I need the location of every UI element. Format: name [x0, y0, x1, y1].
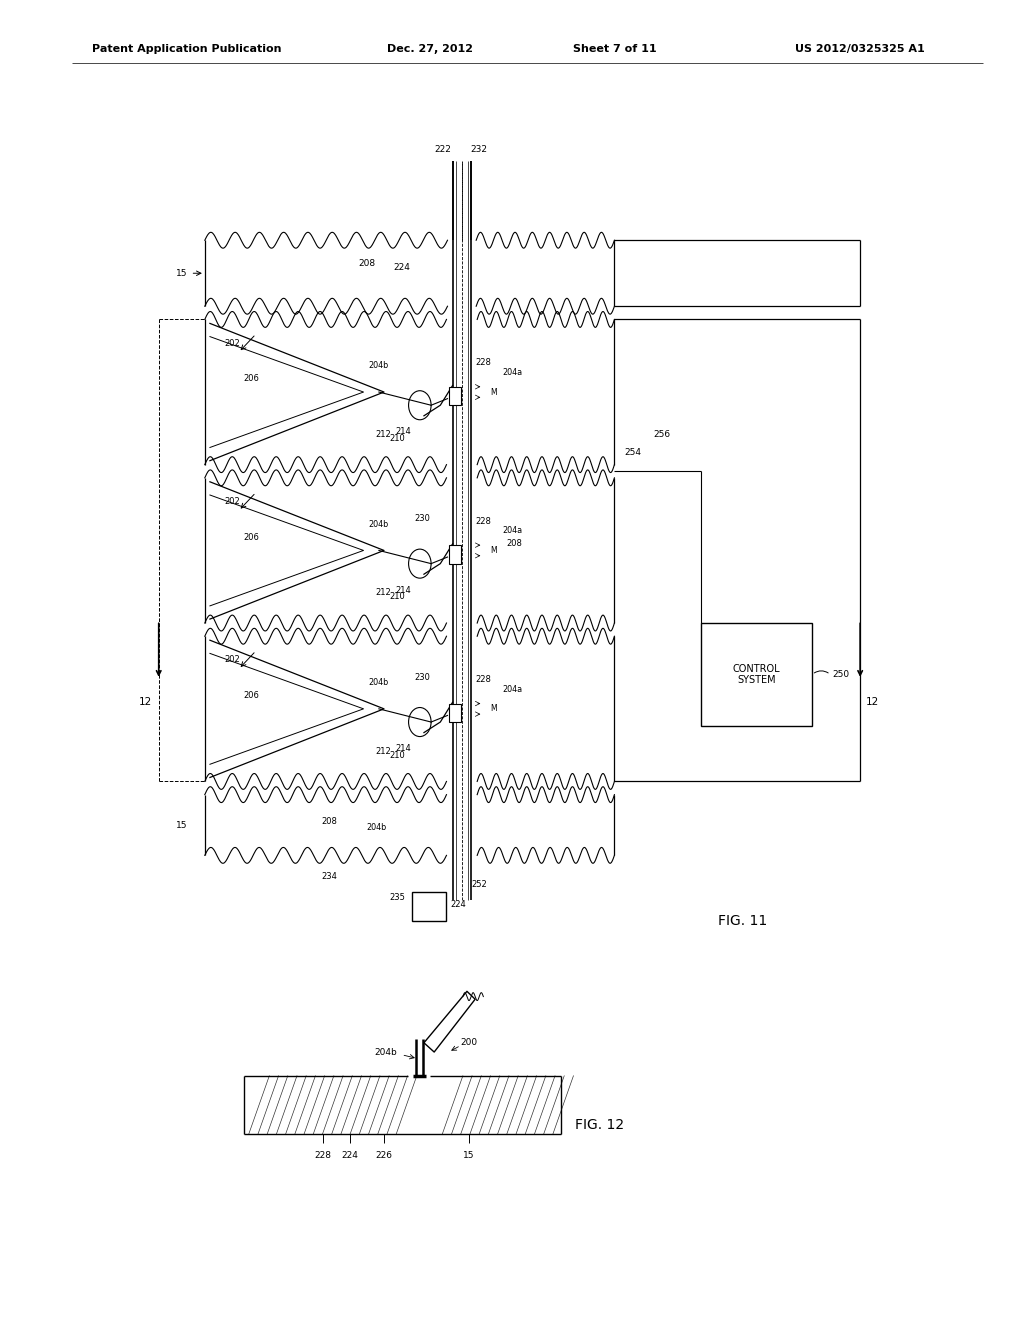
Text: 15: 15	[175, 821, 187, 829]
FancyBboxPatch shape	[449, 387, 461, 405]
Text: 224: 224	[342, 1151, 358, 1159]
Text: M: M	[490, 388, 497, 396]
Text: 204b: 204b	[367, 824, 387, 832]
FancyBboxPatch shape	[412, 892, 446, 921]
Text: 235: 235	[389, 894, 406, 902]
Text: 200: 200	[461, 1039, 477, 1047]
Text: 210: 210	[389, 751, 406, 759]
Text: 206: 206	[243, 375, 259, 383]
Text: 204a: 204a	[502, 527, 522, 535]
Text: 204b: 204b	[369, 678, 389, 686]
Text: 12: 12	[866, 697, 879, 708]
Text: 202: 202	[224, 656, 241, 664]
Text: 202: 202	[224, 339, 241, 347]
Text: 208: 208	[358, 260, 375, 268]
Text: 206: 206	[243, 533, 259, 541]
Text: 208: 208	[506, 540, 522, 548]
Text: 214: 214	[395, 428, 412, 436]
Text: M: M	[490, 546, 497, 554]
Text: 250: 250	[833, 671, 849, 678]
Text: Dec. 27, 2012: Dec. 27, 2012	[387, 44, 473, 54]
Text: 15: 15	[463, 1151, 475, 1159]
Text: 210: 210	[389, 593, 406, 601]
Text: 202: 202	[224, 498, 241, 506]
Text: 210: 210	[389, 434, 406, 442]
Text: 226: 226	[376, 1151, 392, 1159]
Text: 15: 15	[175, 269, 187, 277]
Text: 204a: 204a	[502, 368, 522, 376]
Text: 220: 220	[417, 903, 433, 911]
Text: 228: 228	[475, 517, 492, 525]
Text: 230: 230	[414, 515, 430, 523]
Text: 204a: 204a	[502, 685, 522, 693]
Text: 208: 208	[322, 817, 338, 825]
Text: 230: 230	[414, 673, 430, 681]
Text: M: M	[490, 705, 497, 713]
Text: 212: 212	[375, 589, 391, 597]
Text: Sheet 7 of 11: Sheet 7 of 11	[572, 44, 656, 54]
FancyBboxPatch shape	[701, 623, 812, 726]
FancyBboxPatch shape	[449, 704, 461, 722]
Text: 256: 256	[653, 430, 670, 438]
FancyBboxPatch shape	[449, 545, 461, 564]
Text: 252: 252	[471, 880, 487, 888]
Text: FIG. 12: FIG. 12	[575, 1118, 625, 1131]
Text: 234: 234	[322, 873, 338, 880]
Text: 212: 212	[375, 747, 391, 755]
Text: 204b: 204b	[369, 362, 389, 370]
Text: 204b: 204b	[375, 1048, 397, 1056]
Text: 214: 214	[395, 744, 412, 752]
Text: 232: 232	[471, 145, 487, 153]
Text: 204b: 204b	[369, 520, 389, 528]
Text: US 2012/0325325 A1: US 2012/0325325 A1	[796, 44, 925, 54]
Text: 254: 254	[625, 449, 641, 457]
Text: FIG. 11: FIG. 11	[718, 915, 767, 928]
Text: CONTROL
SYSTEM: CONTROL SYSTEM	[733, 664, 780, 685]
Text: 228: 228	[475, 359, 492, 367]
Text: 228: 228	[475, 676, 492, 684]
Text: 214: 214	[395, 586, 412, 594]
Text: 228: 228	[314, 1151, 331, 1159]
Text: 12: 12	[139, 697, 152, 708]
Text: 206: 206	[243, 692, 259, 700]
Text: 212: 212	[375, 430, 391, 438]
Text: Patent Application Publication: Patent Application Publication	[92, 44, 282, 54]
Text: 224: 224	[451, 900, 467, 908]
Text: 224: 224	[393, 264, 410, 272]
Text: 222: 222	[434, 145, 451, 153]
